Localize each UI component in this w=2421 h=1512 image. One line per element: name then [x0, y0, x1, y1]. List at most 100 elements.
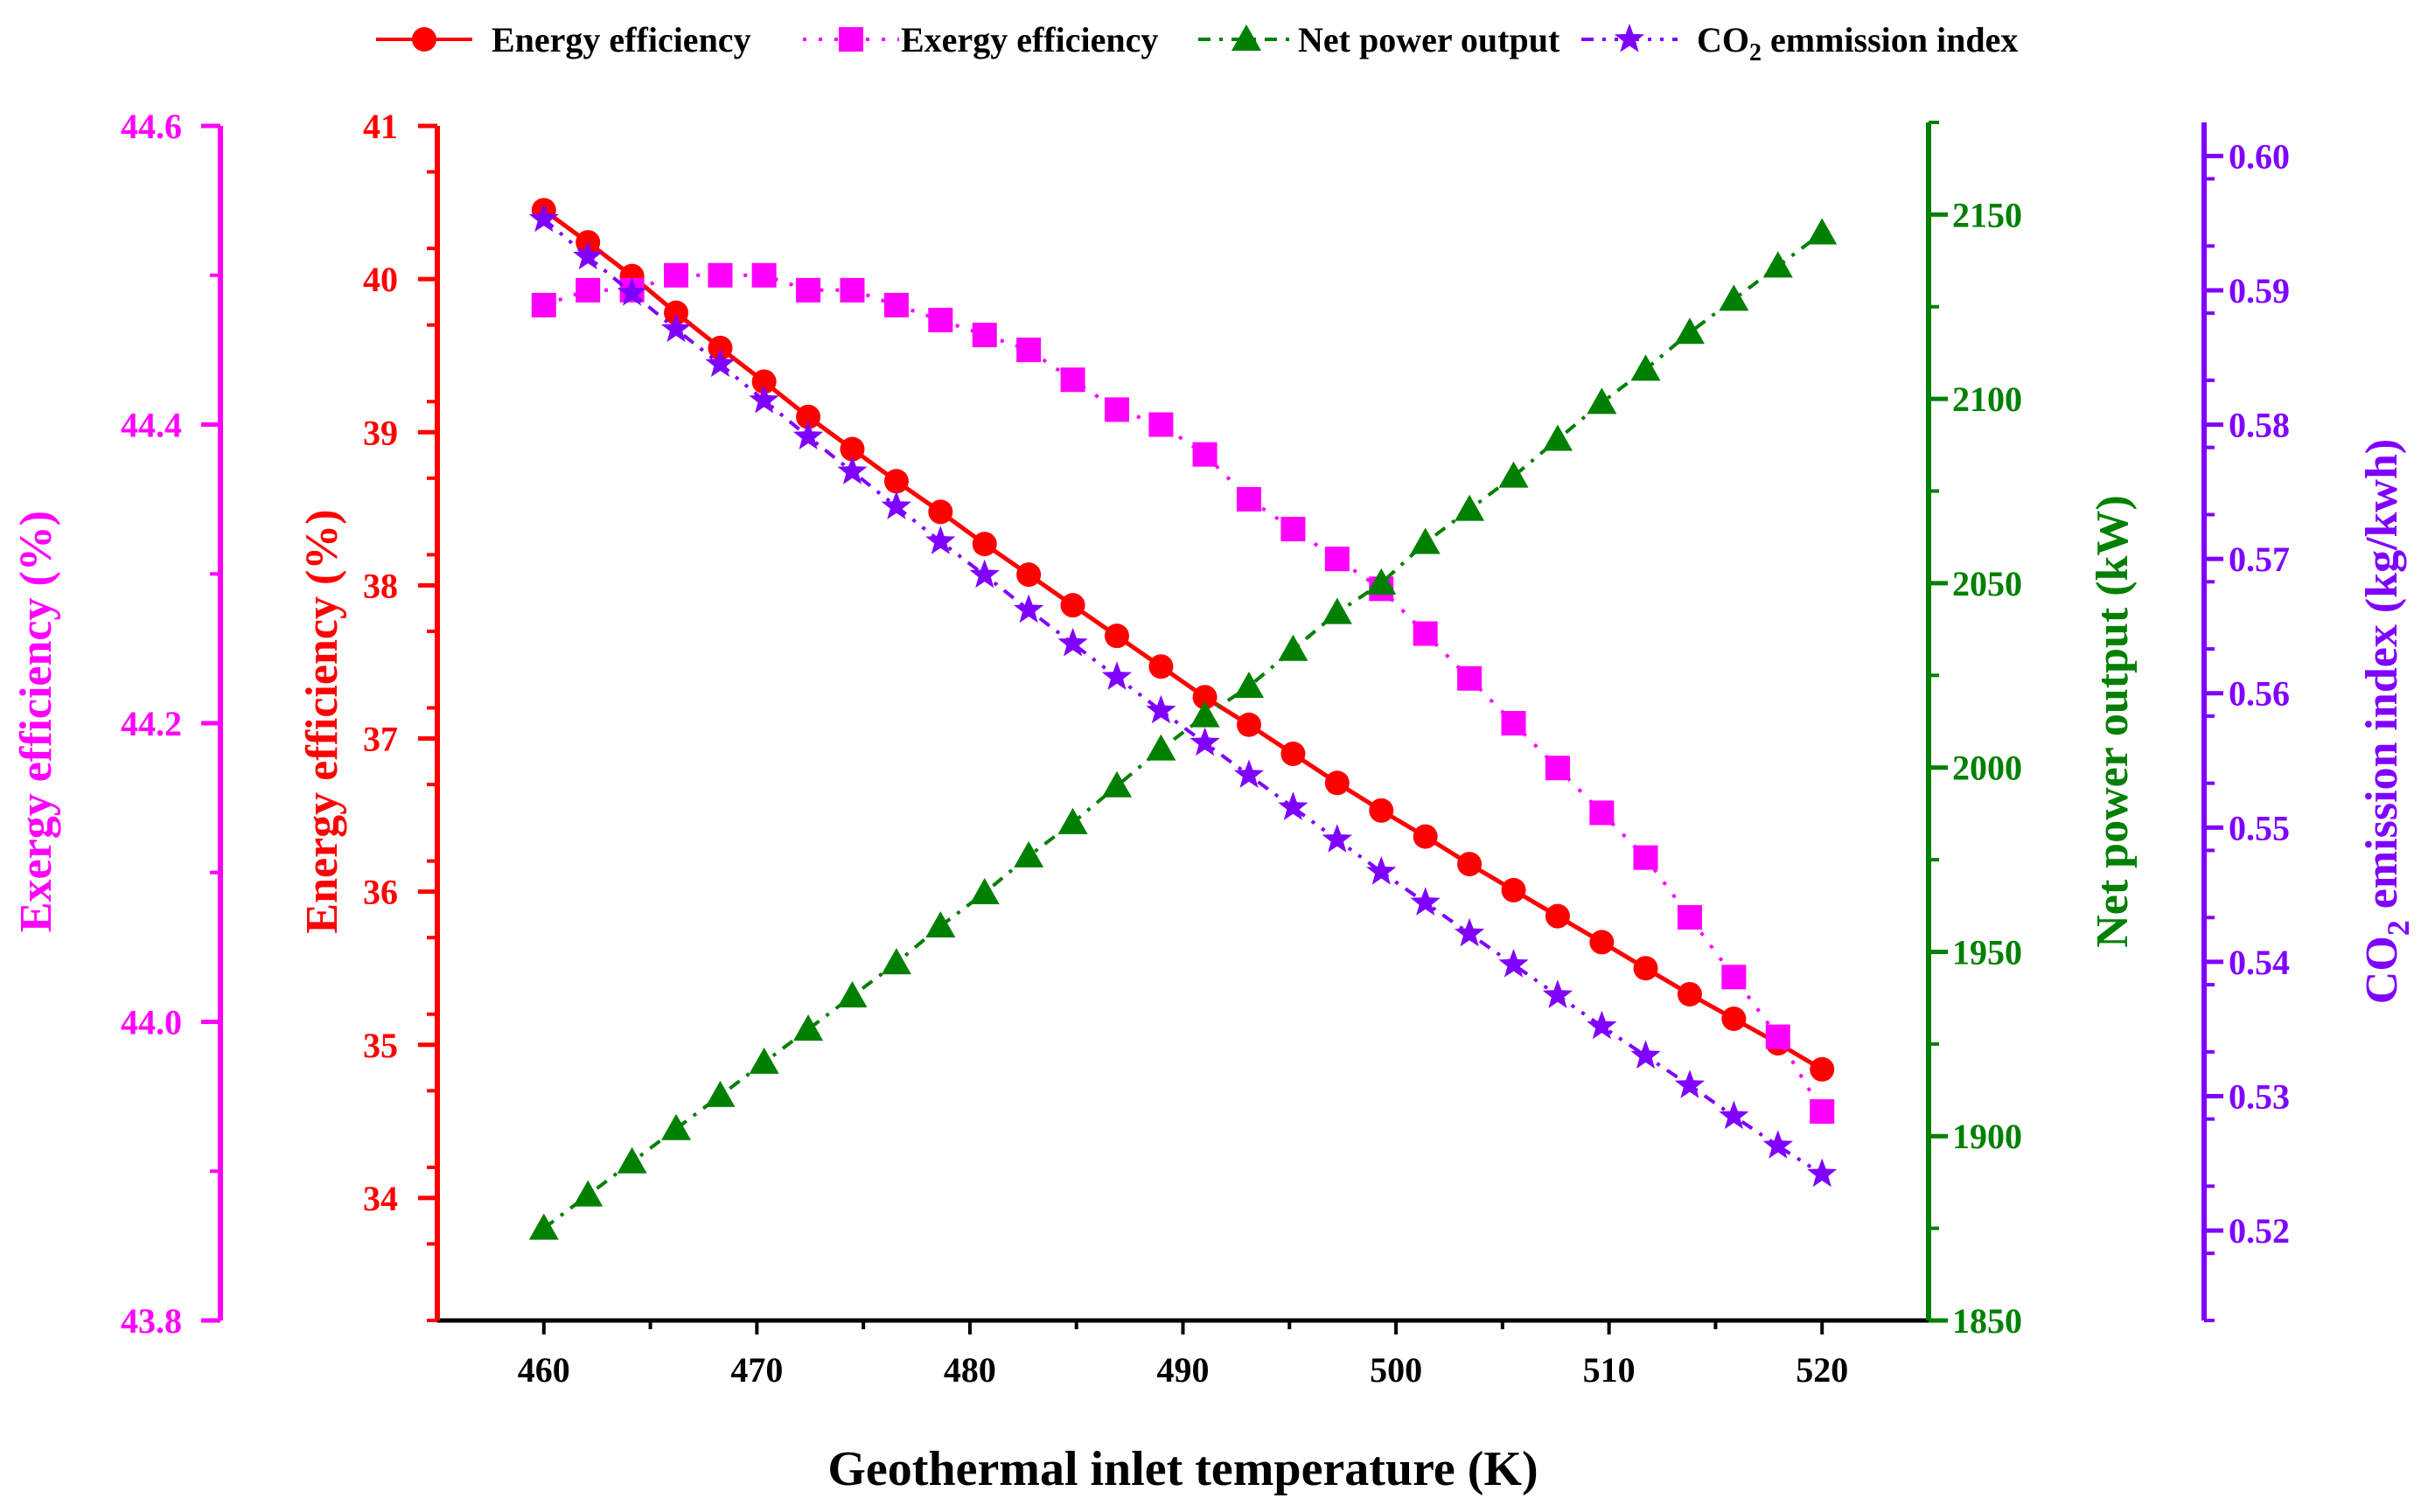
co2-axis-tick-label: 0.52 [2229, 1211, 2290, 1251]
energy-axis-tick-label: 36 [363, 873, 398, 912]
co2-point [1674, 1070, 1706, 1098]
power-axis-tick-label: 1850 [1952, 1301, 2022, 1341]
power-axis-tick-label: 2000 [1952, 749, 2022, 788]
exergy-point [1545, 756, 1570, 781]
co2-point [573, 240, 604, 270]
exergy-axis-title: Exergy efficiency (%) [11, 511, 61, 932]
legend-co2-post: emmission index [1762, 20, 2018, 59]
energy-point [883, 469, 909, 494]
legend-co2-sub: 2 [1749, 39, 1762, 66]
co2-point [1807, 1158, 1838, 1188]
energy-point [1237, 712, 1262, 737]
co2-axis-tick-label: 0.55 [2229, 808, 2290, 847]
power-point [1719, 284, 1749, 311]
energy-axis-tick-label: 40 [363, 260, 398, 299]
energy-point [664, 300, 689, 325]
power-point [1674, 317, 1705, 345]
exergy-point [1501, 711, 1526, 735]
exergy-point [1633, 845, 1658, 870]
power-point [705, 1080, 736, 1107]
co2-point [660, 313, 692, 343]
energy-point [1060, 593, 1085, 618]
energy-point [1413, 824, 1438, 849]
co2-axis-tick-label: 0.59 [2229, 271, 2290, 310]
exergy-point [1677, 904, 1702, 930]
energy-point [1016, 562, 1042, 588]
co2-point [1410, 887, 1441, 916]
exergy-axis-tick-label: 44.2 [121, 704, 182, 743]
series-line-co2 [542, 218, 1824, 1176]
co2-point [1498, 949, 1529, 978]
co2-axis-tick-label: 0.58 [2229, 406, 2290, 445]
co2-axis-title-pre: CO [2357, 936, 2407, 1004]
co2-point [969, 559, 1000, 589]
exergy-point [531, 292, 556, 317]
power-point [617, 1146, 647, 1174]
exergy-point [664, 262, 689, 288]
energy-point [928, 499, 953, 525]
energy-point [796, 404, 821, 429]
legend-label-exergy: Exergy efficiency [901, 20, 1158, 59]
exergy-point [1148, 412, 1174, 437]
co2-point [1366, 856, 1397, 885]
energy-point [1280, 742, 1306, 767]
exergy-point [1457, 665, 1483, 691]
legend-marker-co2 [1614, 24, 1645, 52]
x-tick-label: 490 [1157, 1350, 1210, 1390]
exergy-point [928, 307, 953, 332]
power-point [1057, 807, 1088, 834]
exergy-point [1324, 547, 1350, 572]
co2-point [837, 456, 868, 484]
energy-point [1589, 930, 1615, 955]
power-axis-tick-label: 2100 [1952, 380, 2022, 419]
energy-point [1457, 852, 1483, 877]
power-point [1278, 634, 1308, 661]
co2-point [1146, 694, 1176, 724]
co2-axis-tick-label: 0.54 [2229, 943, 2290, 982]
energy-axis-tick-label: 41 [363, 107, 398, 146]
series-co2 [528, 203, 1838, 1188]
co2-axis-tick-label: 0.60 [2229, 136, 2290, 176]
power-point [749, 1047, 779, 1074]
exergy-point [796, 277, 821, 303]
power-point [1146, 734, 1176, 761]
series-layer [528, 198, 1838, 1240]
co2-axis-tick-label: 0.53 [2229, 1077, 2290, 1117]
series-line-exergy [543, 273, 1824, 1113]
energy-point [1545, 903, 1570, 929]
exergy-point [1016, 338, 1042, 363]
exergy-point [708, 262, 733, 288]
energy-axis-tick-label: 34 [363, 1179, 398, 1218]
legend-co2-pre: CO [1697, 20, 1749, 59]
power-point [661, 1113, 692, 1140]
energy-point [1148, 654, 1174, 679]
co2-point [1057, 627, 1088, 657]
energy-point [1501, 877, 1526, 902]
power-point [1762, 251, 1793, 278]
co2-point [1014, 594, 1044, 624]
power-point [528, 1213, 559, 1240]
legend-label-energy: Energy efficiency [492, 20, 751, 59]
legend-label-power: Net power output [1298, 20, 1560, 59]
power-point [837, 981, 868, 1008]
co2-point [1101, 661, 1133, 690]
power-point [1101, 770, 1132, 798]
energy-point [1324, 770, 1350, 796]
co2-point [1719, 1100, 1749, 1130]
power-point [573, 1180, 604, 1207]
power-axis-tick-label: 2150 [1952, 195, 2022, 234]
legend-label-co2: CO2 emmission index [1697, 20, 2018, 66]
power-point [1322, 597, 1352, 624]
x-tick-label: 510 [1583, 1350, 1636, 1390]
power-point [1455, 494, 1485, 521]
power-point [1498, 461, 1529, 488]
co2-point [881, 491, 911, 519]
exergy-axis-tick-label: 43.8 [121, 1301, 182, 1341]
exergy-axis-tick-label: 44.0 [121, 1003, 182, 1042]
exergy-point [1280, 517, 1306, 542]
exergy-point [576, 277, 601, 303]
power-axis-tick-label: 1900 [1952, 1117, 2022, 1156]
exergy-axis-tick-label: 44.4 [121, 406, 182, 445]
exergy-point [1104, 397, 1129, 422]
